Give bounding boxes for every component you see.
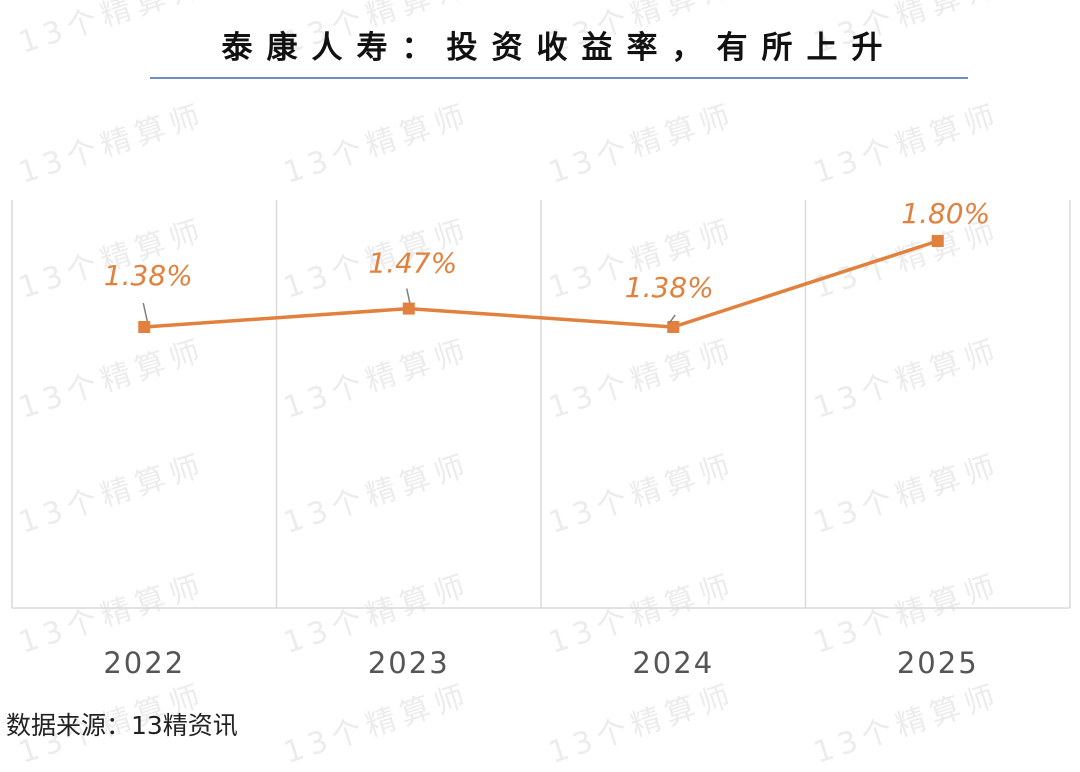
data-source-note: 数据来源：13精资讯: [6, 711, 238, 740]
series-line: [144, 239, 939, 329]
grid-lines: [11, 200, 1071, 609]
line-chart: 1.38% 1.47% 1.38% 1.80% 2022 2023 2024 2025: [11, 197, 1071, 680]
data-label-leader: [406, 288, 411, 303]
x-tick-label: 2024: [632, 646, 714, 680]
data-label-leader: [142, 302, 148, 322]
x-tick-label: 2022: [103, 646, 185, 680]
data-point-marker: [138, 321, 151, 333]
data-labels: 1.38% 1.47% 1.38% 1.80%: [104, 197, 990, 324]
chart-title: 泰康人寿：投资收益率，有所上升: [221, 30, 897, 66]
data-label: 1.38%: [625, 271, 714, 304]
data-point-marker: [402, 302, 415, 315]
x-axis: 2022 2023 2024 2025: [103, 646, 979, 680]
data-label: 1.80%: [901, 197, 990, 230]
data-label-leader: [668, 314, 676, 324]
data-point-marker: [931, 235, 944, 247]
data-label: 1.47%: [368, 247, 457, 280]
data-markers: [138, 235, 944, 333]
x-tick-label: 2025: [897, 646, 979, 680]
data-label: 1.38%: [104, 259, 193, 292]
x-tick-label: 2023: [368, 646, 450, 680]
data-point-marker: [667, 321, 680, 333]
series-line-layer: [144, 239, 939, 329]
title-underline: [150, 77, 968, 79]
